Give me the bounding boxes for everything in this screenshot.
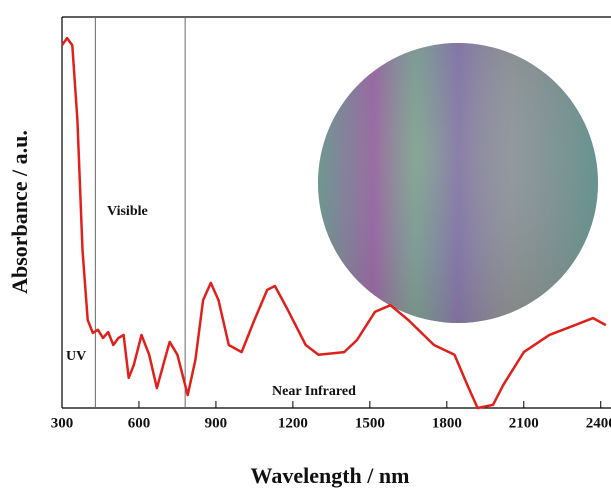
x-tick-label: 2400 xyxy=(586,415,611,431)
annotation: Near Infrared xyxy=(272,384,356,399)
spectrum-line xyxy=(60,36,607,410)
x-tick-label: 1200 xyxy=(278,415,308,431)
annotation: Visible xyxy=(107,204,148,219)
x-tick-label: 2100 xyxy=(509,415,539,431)
y-axis-label: Absorbance / a.u. xyxy=(7,130,32,294)
annotation: UV xyxy=(66,349,86,364)
x-tick-label: 300 xyxy=(51,415,74,431)
x-tick-label: 600 xyxy=(128,415,151,431)
inset-photo xyxy=(318,43,598,323)
x-tick-label: 1500 xyxy=(355,415,385,431)
x-tick-label: 1800 xyxy=(432,415,462,431)
x-axis-label: Wavelength / nm xyxy=(251,463,410,488)
x-tick-label: 900 xyxy=(205,415,228,431)
